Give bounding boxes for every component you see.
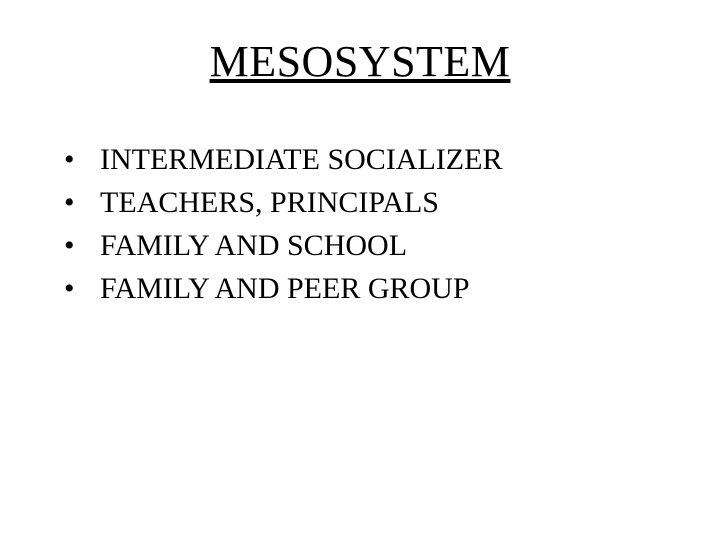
bullet-icon: • bbox=[64, 140, 100, 179]
list-item: • INTERMEDIATE SOCIALIZER bbox=[64, 140, 644, 179]
bullet-icon: • bbox=[64, 226, 100, 265]
slide-body: • INTERMEDIATE SOCIALIZER • TEACHERS, PR… bbox=[64, 140, 644, 312]
list-item-label: FAMILY AND PEER GROUP bbox=[100, 269, 644, 308]
list-item: • FAMILY AND SCHOOL bbox=[64, 226, 644, 265]
list-item: • TEACHERS, PRINCIPALS bbox=[64, 183, 644, 222]
list-item-label: INTERMEDIATE SOCIALIZER bbox=[100, 140, 644, 179]
list-item-label: TEACHERS, PRINCIPALS bbox=[100, 183, 644, 222]
list-item: • FAMILY AND PEER GROUP bbox=[64, 269, 644, 308]
list-item-label: FAMILY AND SCHOOL bbox=[100, 226, 644, 265]
slide: MESOSYSTEM • INTERMEDIATE SOCIALIZER • T… bbox=[0, 0, 720, 540]
bullet-icon: • bbox=[64, 269, 100, 308]
bullet-icon: • bbox=[64, 183, 100, 222]
slide-title: MESOSYSTEM bbox=[0, 36, 720, 87]
